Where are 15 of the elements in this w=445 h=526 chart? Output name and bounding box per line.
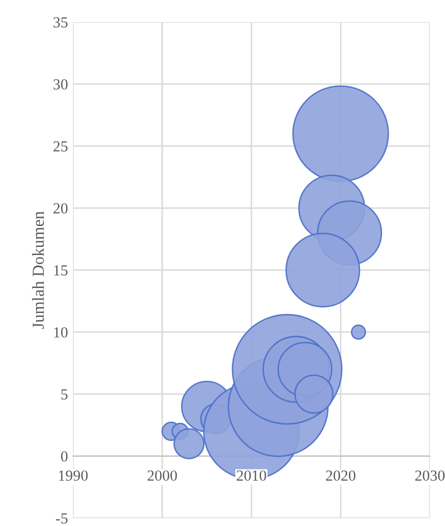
x-tick-label: 2000 <box>148 470 177 481</box>
y-tick-label: 20 <box>54 203 68 214</box>
y-tick-label: 5 <box>61 389 68 400</box>
x-tick-label: 2010 <box>236 470 266 481</box>
y-tick-label: 30 <box>54 79 68 90</box>
x-tick-label: 1990 <box>59 470 88 481</box>
y-tick-label: 0 <box>61 451 68 462</box>
y-tick-label: 15 <box>54 265 68 276</box>
y-tick-label: 10 <box>54 327 68 338</box>
y-tick-label: -5 <box>56 513 68 524</box>
y-axis-title: Jumlah Dokumen <box>32 211 44 329</box>
y-tick-label: 25 <box>54 141 68 152</box>
y-tick-label: 35 <box>54 17 68 28</box>
x-tick-label: 2020 <box>326 470 356 481</box>
x-tick-label: 2030 <box>415 470 445 481</box>
